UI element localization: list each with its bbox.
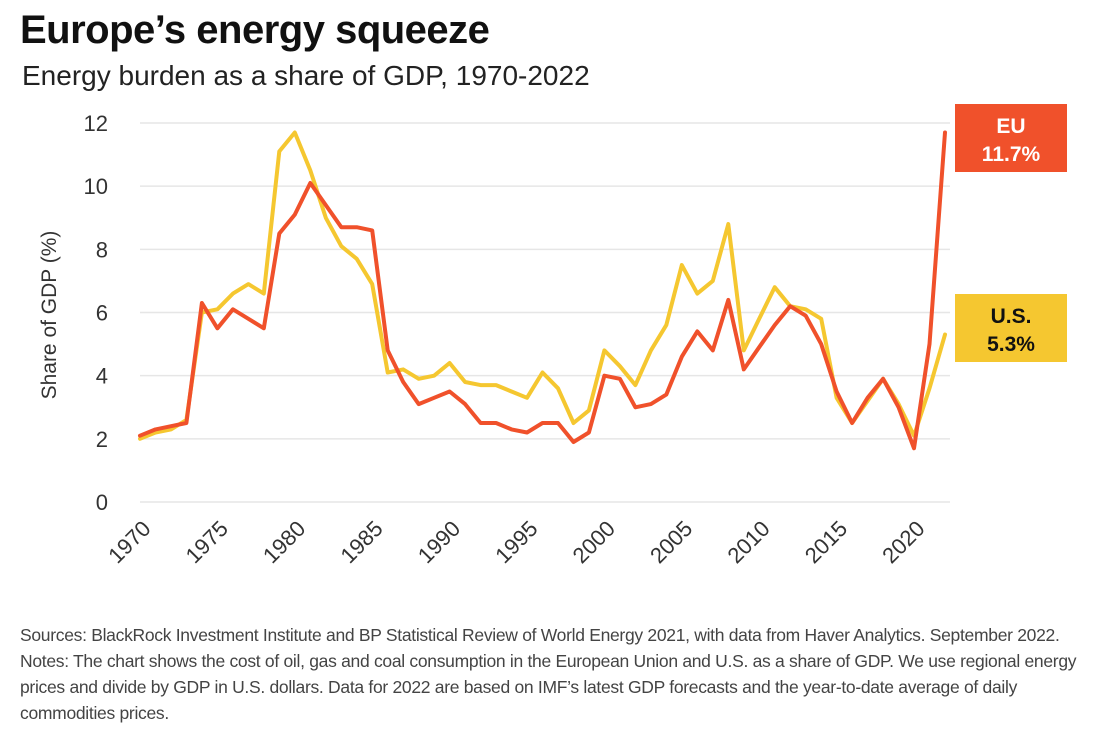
y-axis-ticks: 0 2 4 6 8 10 12 bbox=[84, 111, 108, 515]
y-tick-label: 12 bbox=[84, 111, 108, 136]
y-tick-label: 6 bbox=[96, 301, 108, 326]
end-label-eu: EU 11.7% bbox=[955, 104, 1067, 172]
x-tick-label: 2005 bbox=[645, 516, 697, 568]
x-tick-label: 2015 bbox=[800, 516, 852, 568]
series-line-eu bbox=[138, 130, 947, 451]
end-label-box bbox=[955, 294, 1067, 362]
y-tick-label: 10 bbox=[84, 174, 108, 199]
end-label-us: U.S. 5.3% bbox=[955, 294, 1067, 362]
end-label-box bbox=[955, 104, 1067, 172]
end-labels: EU 11.7% U.S. 5.3% bbox=[955, 104, 1067, 362]
x-tick-label: 1975 bbox=[181, 516, 233, 568]
y-tick-label: 0 bbox=[96, 490, 108, 515]
x-tick-label: 1980 bbox=[258, 516, 310, 568]
end-label-value: 5.3% bbox=[987, 333, 1035, 356]
x-tick-label: 2020 bbox=[877, 516, 929, 568]
end-label-series: EU bbox=[996, 115, 1025, 138]
x-tick-label: 1995 bbox=[490, 516, 542, 568]
grid-lines bbox=[140, 122, 950, 503]
line-chart: 0 2 4 6 8 10 12 1970 1975 1980 1985 1990 1995 2000 20… bbox=[38, 104, 1067, 568]
y-tick-label: 8 bbox=[96, 237, 108, 262]
end-label-series: U.S. bbox=[991, 305, 1032, 328]
chart-subtitle: Energy burden as a share of GDP, 1970-20… bbox=[22, 60, 590, 91]
chart-title: Europe’s energy squeeze bbox=[20, 8, 490, 52]
x-tick-label: 2010 bbox=[722, 516, 774, 568]
source-notes: Sources: BlackRock Investment Institute … bbox=[20, 625, 1077, 723]
y-tick-label: 4 bbox=[96, 364, 108, 389]
x-tick-label: 2000 bbox=[568, 516, 620, 568]
y-tick-label: 2 bbox=[96, 427, 108, 452]
end-label-value: 11.7% bbox=[982, 143, 1041, 166]
series-lines bbox=[138, 130, 947, 451]
y-axis-label: Share of GDP (%) bbox=[38, 231, 61, 400]
x-axis-ticks: 1970 1975 1980 1985 1990 1995 2000 2005 2010 2015… bbox=[103, 516, 929, 568]
x-tick-label: 1990 bbox=[413, 516, 465, 568]
x-tick-label: 1985 bbox=[335, 516, 387, 568]
x-tick-label: 1970 bbox=[103, 516, 155, 568]
series-line-us bbox=[138, 130, 947, 441]
